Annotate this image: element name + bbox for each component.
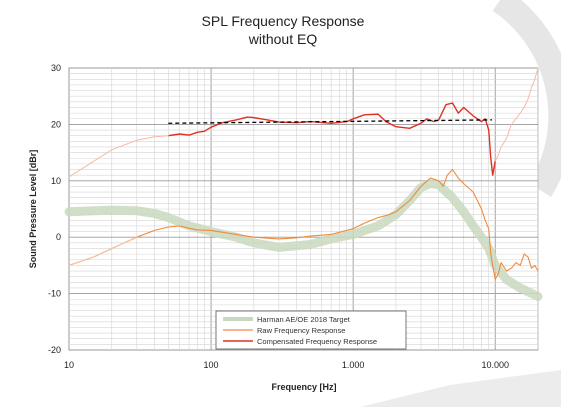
x-tick-label: 10	[64, 360, 74, 370]
x-tick-label: 10.000	[481, 360, 509, 370]
y-tick-label: 30	[51, 63, 61, 73]
plot-area: 10 100 1.000 10.000 -20 -10 0 10 20 30	[48, 63, 543, 370]
target-dashed-line	[168, 119, 493, 124]
chart-title: SPL Frequency Response	[202, 13, 365, 29]
x-tick-labels: 10 100 1.000 10.000	[64, 360, 509, 370]
grid-lines	[69, 68, 539, 350]
decorative-arc-top	[492, 0, 561, 197]
legend-label: Compensated Frequency Response	[257, 337, 377, 346]
series-layer	[64, 67, 543, 301]
x-tick-label: 100	[204, 360, 219, 370]
y-tick-label: -20	[48, 345, 61, 355]
series-line-3	[167, 102, 496, 176]
x-tick-label: 1.000	[342, 360, 365, 370]
target-line-layer	[168, 119, 493, 124]
chart-subtitle: without EQ	[248, 31, 318, 47]
decorative-background	[360, 0, 561, 407]
y-tick-label: 20	[51, 119, 61, 129]
series-line-6	[68, 236, 138, 266]
legend: Harman AE/OE 2018 Target Raw Frequency Re…	[215, 310, 407, 350]
y-tick-label: -10	[48, 289, 61, 299]
legend-label: Harman AE/OE 2018 Target	[257, 315, 351, 324]
y-axis-label: Sound Pressure Level [dBr]	[28, 150, 38, 269]
series-line-1	[64, 179, 543, 301]
x-axis-label: Frequency [Hz]	[271, 382, 336, 392]
series-line-4	[68, 135, 169, 178]
legend-label: Raw Frequency Response	[257, 326, 345, 335]
y-tick-labels: -20 -10 0 10 20 30	[48, 63, 61, 355]
y-tick-label: 0	[56, 232, 61, 242]
series-line-2	[68, 168, 539, 281]
decorative-wedge-bottom	[360, 370, 561, 407]
y-tick-label: 10	[51, 176, 61, 186]
series-line-5	[494, 67, 539, 162]
